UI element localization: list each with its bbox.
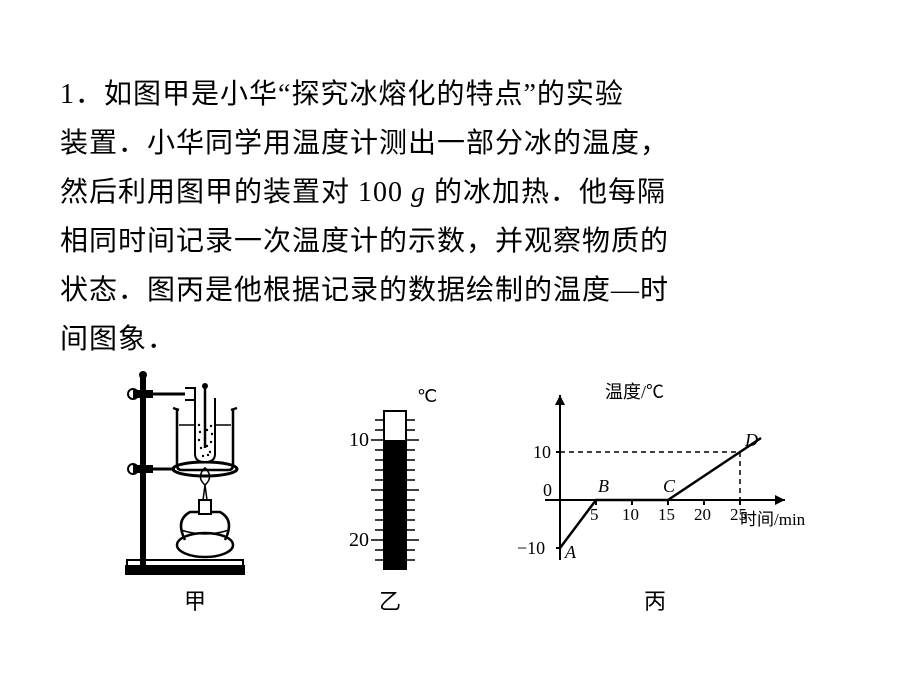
mass-val: 100 xyxy=(358,177,403,208)
xtick-25: 25 xyxy=(730,505,747,524)
xtick-15: 15 xyxy=(658,505,675,524)
question-number: 1． xyxy=(60,79,104,110)
qline5: 状态．图丙是他根据记录的数据绘制的温度—时 xyxy=(60,275,669,306)
degree-unit: ℃ xyxy=(417,386,437,406)
xtick-20: 20 xyxy=(694,505,711,524)
ytick-neg10: −10 xyxy=(517,538,545,558)
apparatus-svg xyxy=(115,370,275,580)
figure-a: 甲 xyxy=(115,370,275,616)
figure-b-label: 乙 xyxy=(379,584,401,616)
therm-tick-10: 10 xyxy=(349,429,369,451)
y-axis-label: 温度/℃ xyxy=(605,382,664,402)
pt-D: D xyxy=(744,430,758,450)
thermometer-svg: ℃ xyxy=(335,380,445,580)
figure-b: ℃ xyxy=(335,380,445,616)
pt-B: B xyxy=(598,476,609,496)
qline3b: 的冰加热．他每隔 xyxy=(426,177,666,208)
pt-A: A xyxy=(564,542,577,562)
question-text: 1．如图甲是小华“探究冰熔化的特点”的实验 装置．小华同学用温度计测出一部分冰的… xyxy=(60,70,860,364)
figure-c: 温度/℃ 时间/min 10 0 −10 5 10 15 xyxy=(505,380,805,616)
chart-svg: 温度/℃ 时间/min 10 0 −10 5 10 15 xyxy=(505,380,805,580)
qline1: 如图甲是小华“探究冰熔化的特点”的实验 xyxy=(104,79,624,110)
ytick-10: 10 xyxy=(533,442,551,462)
mass-unit: g xyxy=(411,177,426,208)
qline3a: 然后利用图甲的装置对 xyxy=(60,177,358,208)
figures-row: 甲 ℃ xyxy=(60,370,860,616)
page-root: 1．如图甲是小华“探究冰熔化的特点”的实验 装置．小华同学用温度计测出一部分冰的… xyxy=(0,0,920,636)
ytick-0: 0 xyxy=(543,480,552,500)
therm-tick-20: 20 xyxy=(349,529,369,551)
x-axis-label: 时间/min xyxy=(740,510,805,529)
figure-c-label: 丙 xyxy=(644,584,666,616)
pt-C: C xyxy=(663,476,676,496)
qline2: 装置．小华同学用温度计测出一部分冰的温度， xyxy=(60,128,669,159)
qline4: 相同时间记录一次温度计的示数，并观察物质的 xyxy=(60,226,669,257)
qline6: 间图象． xyxy=(60,324,176,355)
figure-a-label: 甲 xyxy=(184,584,206,616)
xtick-10: 10 xyxy=(622,505,639,524)
